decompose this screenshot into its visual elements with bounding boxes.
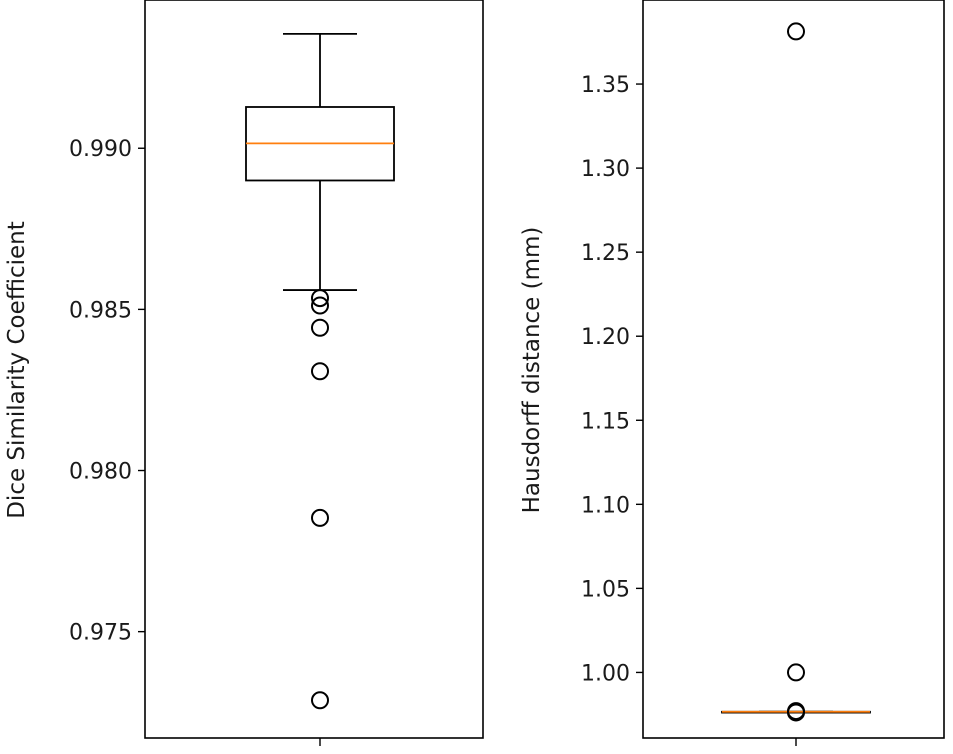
hausdorff-ytick-label: 1.05 bbox=[581, 577, 630, 602]
hausdorff-flier-point bbox=[787, 22, 805, 41]
dice-axes-frame bbox=[144, 0, 484, 739]
hausdorff-flier-point bbox=[787, 703, 805, 722]
hausdorff-ytick-label: 1.10 bbox=[581, 493, 630, 518]
dice-flier-point bbox=[311, 296, 329, 315]
hausdorff-panel: Hausdorff distance (mm) 1.00 1.05 1.10 1.15… bbox=[519, 0, 945, 746]
hausdorff-ytick-label: 1.20 bbox=[581, 325, 630, 350]
dice-ytick-label: 0.980 bbox=[69, 460, 132, 485]
dice-panel: Dice Similarity Coefficient 0.975 0.980 0.… bbox=[4, 0, 484, 746]
dice-ytick-label: 0.985 bbox=[69, 298, 132, 323]
hausdorff-axes-frame bbox=[642, 0, 945, 739]
dice-flier-point bbox=[311, 318, 329, 337]
hausdorff-ytick-label: 1.00 bbox=[581, 661, 630, 686]
dice-flier-point bbox=[311, 362, 329, 381]
hausdorff-ytick-label: 1.25 bbox=[581, 241, 630, 266]
dice-flier-point bbox=[311, 508, 329, 527]
hausdorff-flier-point bbox=[787, 663, 805, 682]
dice-flier-point bbox=[311, 289, 329, 308]
hausdorff-ytick-label: 1.15 bbox=[581, 409, 630, 434]
dice-ylabel: Dice Similarity Coefficient bbox=[4, 221, 30, 519]
hausdorff-ytick-label: 1.30 bbox=[581, 157, 630, 182]
hausdorff-ytick-label: 1.35 bbox=[581, 73, 630, 98]
dice-ytick-label: 0.990 bbox=[69, 137, 132, 162]
dice-ytick-label: 0.975 bbox=[69, 621, 132, 646]
hausdorff-ylabel: Hausdorff distance (mm) bbox=[519, 227, 545, 514]
dice-flier-point bbox=[311, 691, 329, 710]
